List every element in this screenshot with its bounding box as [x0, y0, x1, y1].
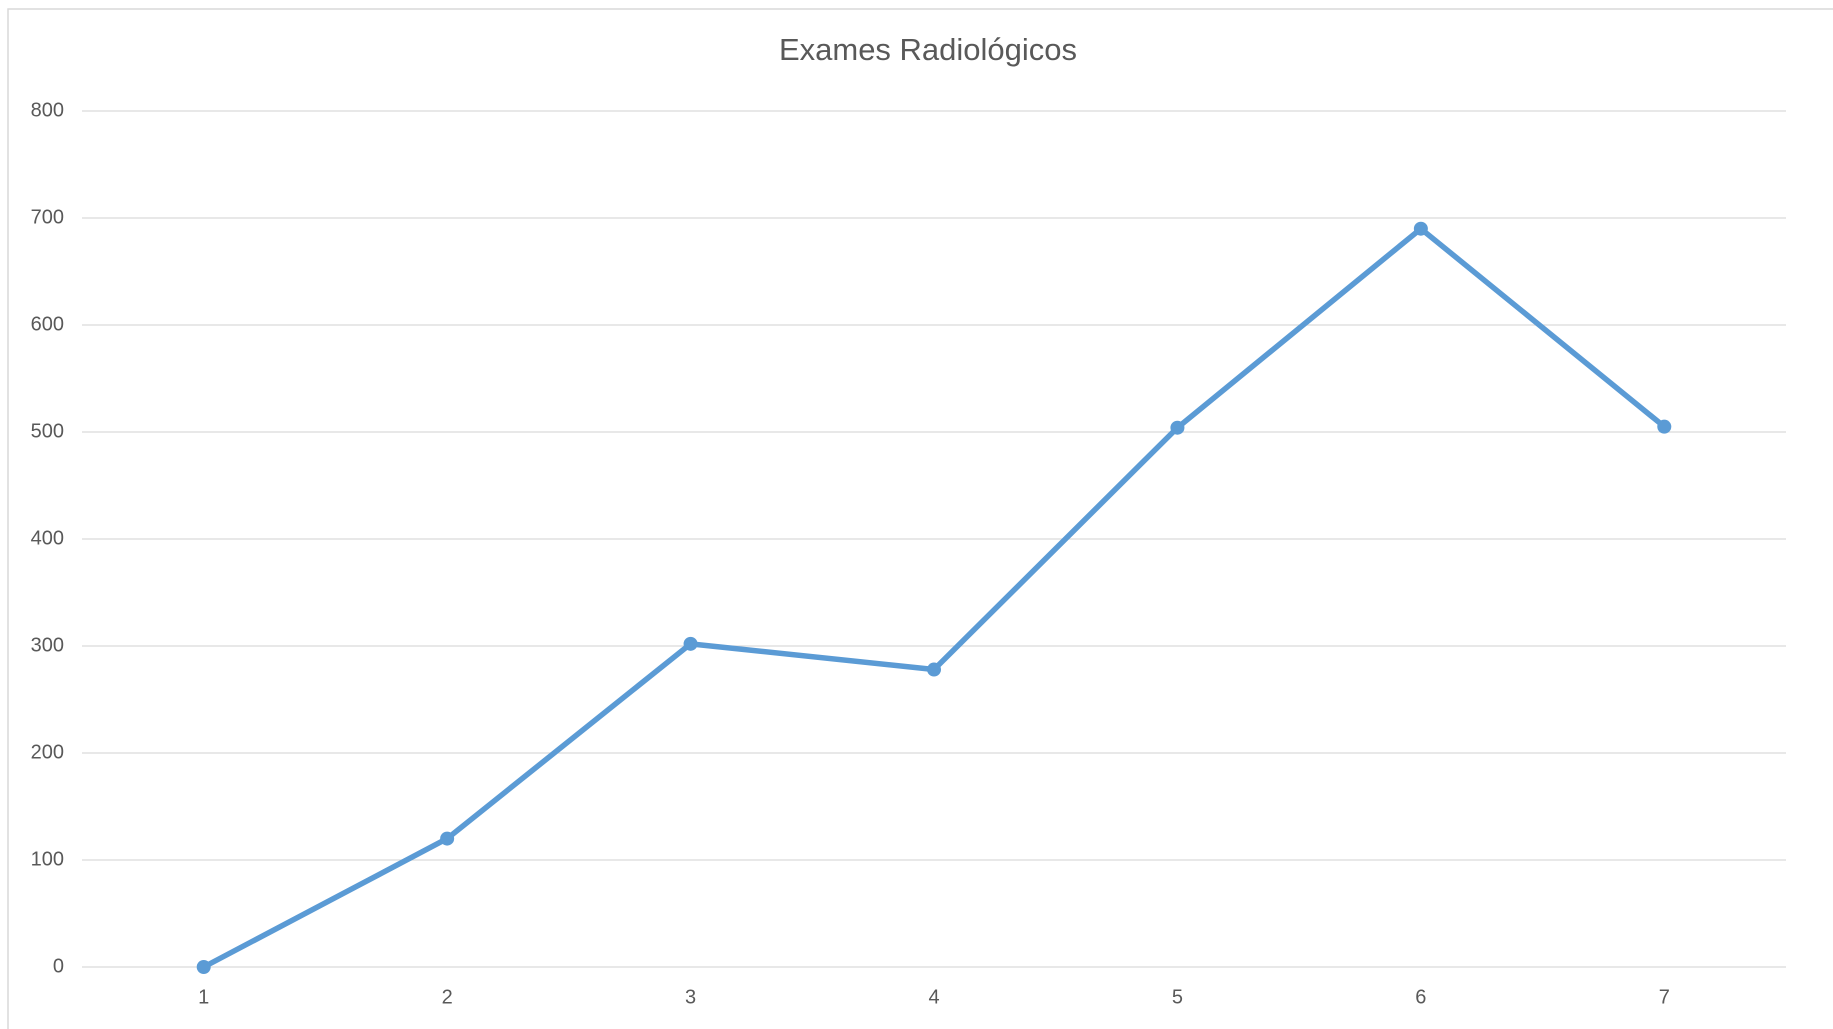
- x-tick-label: 3: [685, 986, 696, 1008]
- y-tick-label: 400: [31, 527, 64, 549]
- y-tick-label: 100: [31, 848, 64, 870]
- marker: [1413, 221, 1428, 236]
- y-tick-label: 500: [31, 420, 64, 442]
- y-tick-label: 200: [31, 741, 64, 763]
- x-tick-label: 2: [442, 986, 453, 1008]
- marker: [683, 636, 698, 651]
- y-tick-label: 0: [53, 955, 64, 977]
- x-tick-label: 4: [928, 986, 939, 1008]
- y-tick-label: 800: [31, 99, 64, 121]
- marker: [440, 831, 455, 846]
- x-tick-label: 5: [1172, 986, 1183, 1008]
- chart-frame: [7, 8, 1833, 1029]
- chart-title: Exames Radiológicos: [779, 32, 1077, 67]
- marker: [196, 960, 211, 974]
- x-tick-label: 7: [1659, 986, 1670, 1008]
- y-tick-label: 300: [31, 634, 64, 656]
- marker: [927, 662, 941, 677]
- x-tick-label: 6: [1415, 986, 1426, 1008]
- x-tick-label: 1: [198, 986, 209, 1008]
- marker: [1657, 419, 1672, 434]
- marker: [1170, 420, 1185, 435]
- y-tick-label: 700: [31, 206, 64, 228]
- y-tick-label: 600: [31, 313, 64, 335]
